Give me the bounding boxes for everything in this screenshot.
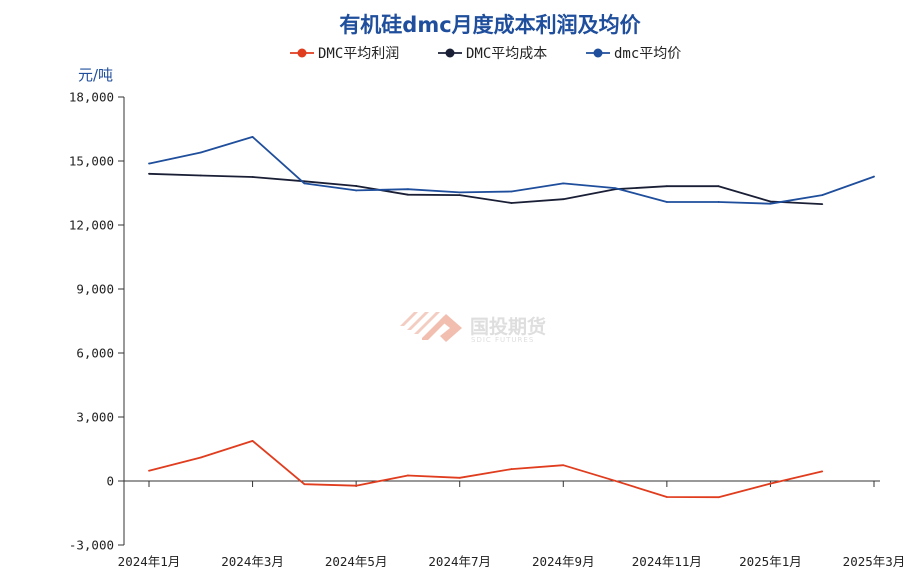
data-point [614,479,616,482]
data-point [614,187,616,189]
y-tick-label: 18,000 [69,90,114,105]
data-point [821,194,824,197]
data-point [665,185,668,188]
data-point [199,151,202,154]
data-point [769,202,772,205]
x-tick-label: 2025年1月 [739,554,802,569]
data-point [665,496,668,498]
data-point [251,135,254,138]
data-point [510,202,513,204]
y-tick-label: -3,000 [69,538,114,553]
x-tick-label: 2024年11月 [632,554,702,569]
data-point [148,172,150,175]
data-point [148,162,150,165]
data-point [562,182,565,185]
data-point [355,484,358,487]
data-point [562,464,565,467]
y-tick-label: 12,000 [69,218,114,233]
data-point [717,496,720,499]
y-tick-label: 15,000 [69,154,114,169]
series-line-2 [148,135,875,205]
x-tick-label: 2024年1月 [118,554,181,569]
series-layer [148,135,875,499]
y-tick-label: 6,000 [76,346,114,361]
data-point [251,176,254,178]
chart-title: 有机硅dmc月度成本利润及均价 [339,13,641,37]
data-point [407,188,409,191]
x-tick-label: 2024年7月 [428,554,491,569]
y-axis: -3,000 0 3,000 6,000 9,000 12,000 15,000 18,000 [69,90,125,553]
legend-marker [445,48,455,58]
x-tick-label: 2024年9月 [532,554,595,569]
legend-marker [593,48,603,58]
data-point [821,470,824,473]
data-point [769,482,772,485]
data-point [199,456,202,459]
data-point [303,483,306,486]
data-point [148,469,150,472]
data-point [717,201,720,203]
data-point [665,201,668,203]
data-point [562,198,565,201]
watermark-logo [400,312,462,342]
watermark: 国投期货 SDIC FUTURES [400,312,546,344]
data-point [355,189,358,192]
data-point [458,194,461,197]
x-tick-label: 2025年3月 [843,554,906,569]
y-tick-label: 0 [106,474,114,489]
data-point [407,193,409,196]
legend-label: DMC平均利润 [318,46,399,62]
series-line-1 [148,172,823,205]
y-axis-unit: 元/吨 [78,66,113,84]
data-point [199,174,202,177]
data-point [303,182,306,185]
y-tick-label: 9,000 [76,282,114,297]
legend: DMC平均利润 DMC平均成本 dmc平均价 [290,46,681,62]
data-point [458,476,461,479]
data-point [458,191,461,194]
legend-marker [297,48,307,58]
x-tick-label: 2024年3月 [221,554,284,569]
series-line-0 [148,439,823,499]
data-point [769,200,772,203]
watermark-name: 国投期货 [470,315,546,338]
x-tick-label: 2024年5月 [325,554,388,569]
legend-label: dmc平均价 [614,46,681,62]
data-point [407,474,409,477]
data-point [717,185,720,188]
x-axis: 2024年1月 2024年3月 2024年5月 2024年7月 2024年9月 2024年… [118,480,906,569]
watermark-sub: SDIC FUTURES [471,336,534,344]
data-point [873,175,875,178]
y-tick-label: 3,000 [76,410,114,425]
data-point [355,185,358,187]
data-point [510,190,513,193]
data-point [510,468,513,470]
data-point [303,180,306,183]
data-point [251,439,254,442]
legend-label: DMC平均成本 [466,46,547,62]
data-point [821,203,824,205]
